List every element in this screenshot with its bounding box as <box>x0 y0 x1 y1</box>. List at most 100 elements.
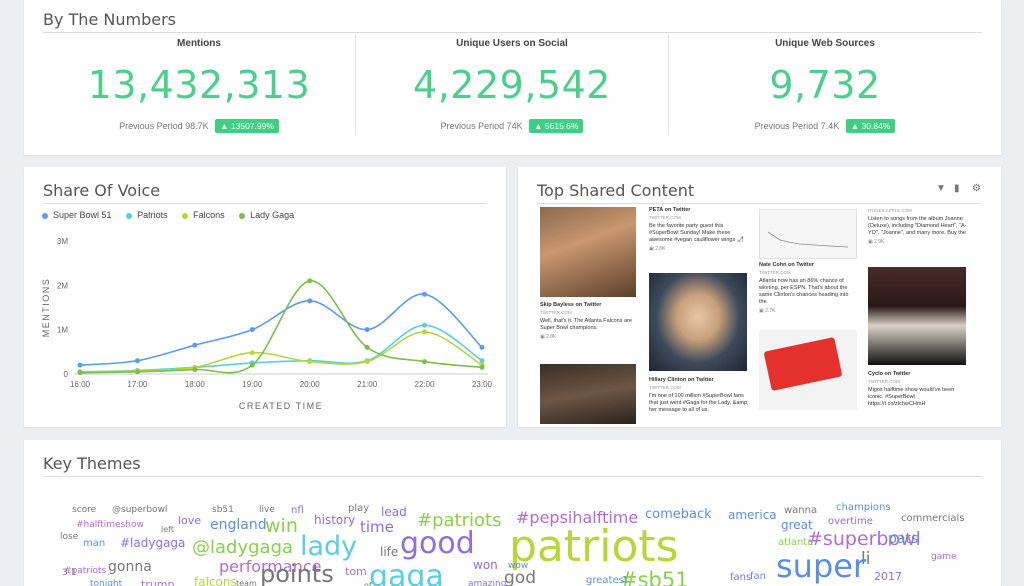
theme-word[interactable]: @ladygaga <box>192 537 294 558</box>
content-item[interactable]: Cyclo on Twitter TWITTER.COM Migos halft… <box>868 371 968 425</box>
mini-chart-icon <box>767 231 849 248</box>
content-item[interactable]: Nate Cohn on Twitter TWITTER.COM Atlanta… <box>759 262 857 322</box>
theme-word[interactable]: win <box>265 515 298 537</box>
data-point <box>307 359 313 365</box>
data-point <box>422 291 428 297</box>
theme-word[interactable]: fan <box>750 571 766 582</box>
theme-word[interactable]: lose <box>60 532 79 542</box>
content-item[interactable]: PETA on Twitter TWITTER.COM Be the favor… <box>649 207 749 262</box>
legend-item[interactable]: Falcons <box>182 210 225 220</box>
theme-word[interactable]: of <box>364 581 372 586</box>
legend-swatch <box>239 212 246 219</box>
theme-word[interactable]: history <box>314 513 356 527</box>
content-text: Migos halftime show would've been iconic… <box>868 387 955 407</box>
gear-icon[interactable]: ⚙ <box>972 183 981 194</box>
content-title: Cyclo on Twitter <box>868 371 911 377</box>
theme-word[interactable]: life <box>380 545 399 559</box>
x-axis-label: CREATED TIME <box>239 401 323 411</box>
theme-word[interactable]: sb51 <box>212 505 234 515</box>
bar-chart-icon[interactable]: ▮ <box>954 183 960 194</box>
theme-word[interactable]: good <box>400 526 475 561</box>
theme-word[interactable]: @superbowl <box>112 505 168 515</box>
theme-word[interactable]: comeback <box>645 507 712 522</box>
content-source: TWITTER.COM <box>540 310 572 315</box>
theme-word[interactable]: score <box>72 505 97 515</box>
theme-word[interactable]: god <box>504 568 536 586</box>
title-rule <box>43 203 487 204</box>
theme-word[interactable]: gaga <box>369 559 444 586</box>
theme-word[interactable]: fans <box>730 572 752 583</box>
theme-word[interactable]: li <box>861 549 871 569</box>
metric-divider <box>668 34 669 134</box>
top-shared-content-card: Top Shared Content ▼ ▮ ⚙ Skip Bayless on… <box>518 167 1001 427</box>
legend-item[interactable]: Patriots <box>126 210 168 220</box>
theme-word[interactable]: greatest <box>586 575 628 586</box>
theme-word[interactable]: performance <box>219 557 322 576</box>
theme-word[interactable]: points <box>260 560 334 586</box>
theme-word[interactable]: #pepsihalftime <box>516 508 639 527</box>
metric-web-sources: Unique Web Sources 9,732 Previous Period… <box>669 34 981 133</box>
theme-word[interactable]: left <box>161 525 174 534</box>
content-thumbnail[interactable] <box>868 267 966 365</box>
content-thumbnail[interactable] <box>759 209 857 259</box>
legend-item[interactable]: Lady Gaga <box>239 210 294 220</box>
theme-word[interactable]: 2017 <box>874 570 902 583</box>
theme-word[interactable]: team <box>236 579 257 586</box>
theme-word[interactable]: america <box>728 508 777 522</box>
theme-word[interactable]: england <box>210 517 267 533</box>
filter-icon[interactable]: ▼ <box>936 183 946 194</box>
theme-word[interactable]: patriots <box>509 521 679 572</box>
theme-word[interactable]: nfl <box>291 505 304 516</box>
y-tick-label: 3M <box>57 237 68 246</box>
content-thumbnail[interactable] <box>540 364 636 424</box>
theme-word[interactable]: #ladygaga <box>120 536 186 550</box>
theme-word[interactable]: super <box>776 547 867 585</box>
theme-word[interactable]: lead <box>381 505 407 519</box>
theme-word[interactable]: won <box>473 558 498 572</box>
content-title: Skip Bayless on Twitter <box>540 302 602 308</box>
content-text: Well, that's it. The Atlanta Falcons are… <box>540 318 632 331</box>
theme-word[interactable]: wanna <box>784 505 818 516</box>
theme-word[interactable]: #superbowl <box>807 528 921 550</box>
theme-word[interactable]: man <box>83 538 106 549</box>
data-point <box>249 362 255 368</box>
metric-value: 9,732 <box>769 63 881 107</box>
theme-word[interactable]: commercials <box>901 513 965 524</box>
theme-word[interactable]: game <box>931 552 957 562</box>
theme-word[interactable]: tom <box>345 565 367 578</box>
legend-label: Super Bowl 51 <box>53 210 112 220</box>
theme-word[interactable]: #patriots <box>417 510 502 531</box>
theme-word[interactable]: live <box>259 505 275 515</box>
theme-word[interactable]: falcons <box>194 575 237 586</box>
theme-word[interactable]: time <box>360 518 394 536</box>
theme-word[interactable]: gonna <box>108 559 152 575</box>
content-item[interactable]: Skip Bayless on Twitter TWITTER.COM Well… <box>540 302 636 362</box>
theme-word[interactable]: great <box>781 518 813 532</box>
theme-word[interactable]: pats <box>888 531 919 547</box>
theme-word[interactable]: tonight <box>90 579 123 586</box>
theme-word[interactable]: overtime <box>828 516 873 527</box>
change-badge: ▲ 5615.6% <box>529 119 584 133</box>
theme-word[interactable]: champions <box>836 502 891 513</box>
theme-word[interactable]: #sb51 <box>620 568 689 586</box>
theme-word[interactable]: trump <box>141 578 175 586</box>
card-title: Top Shared Content <box>537 181 695 200</box>
legend-item[interactable]: Super Bowl 51 <box>42 210 112 220</box>
theme-word[interactable]: lady <box>300 531 358 562</box>
share-count-value: 2.8K <box>655 246 666 252</box>
theme-word[interactable]: 3-1 <box>62 568 77 578</box>
theme-word[interactable]: #patriots <box>64 566 107 576</box>
content-item[interactable]: ITUNES.APPLE.COM Listen to songs from th… <box>868 207 968 255</box>
theme-word[interactable]: atlanta <box>778 537 814 548</box>
content-thumbnail[interactable] <box>540 207 636 297</box>
theme-word[interactable]: love <box>178 514 202 527</box>
data-point <box>479 364 485 370</box>
theme-word[interactable]: wow <box>508 561 529 571</box>
theme-word[interactable]: play <box>348 503 370 514</box>
theme-word[interactable]: amazing <box>468 579 507 586</box>
content-thumbnail[interactable] <box>759 330 857 410</box>
content-item[interactable]: Hillary Clinton on Twitter TWITTER.COM I… <box>649 377 749 425</box>
theme-word[interactable]: #halftimeshow <box>76 520 144 530</box>
content-thumbnail[interactable] <box>649 273 747 371</box>
data-point <box>479 358 485 364</box>
